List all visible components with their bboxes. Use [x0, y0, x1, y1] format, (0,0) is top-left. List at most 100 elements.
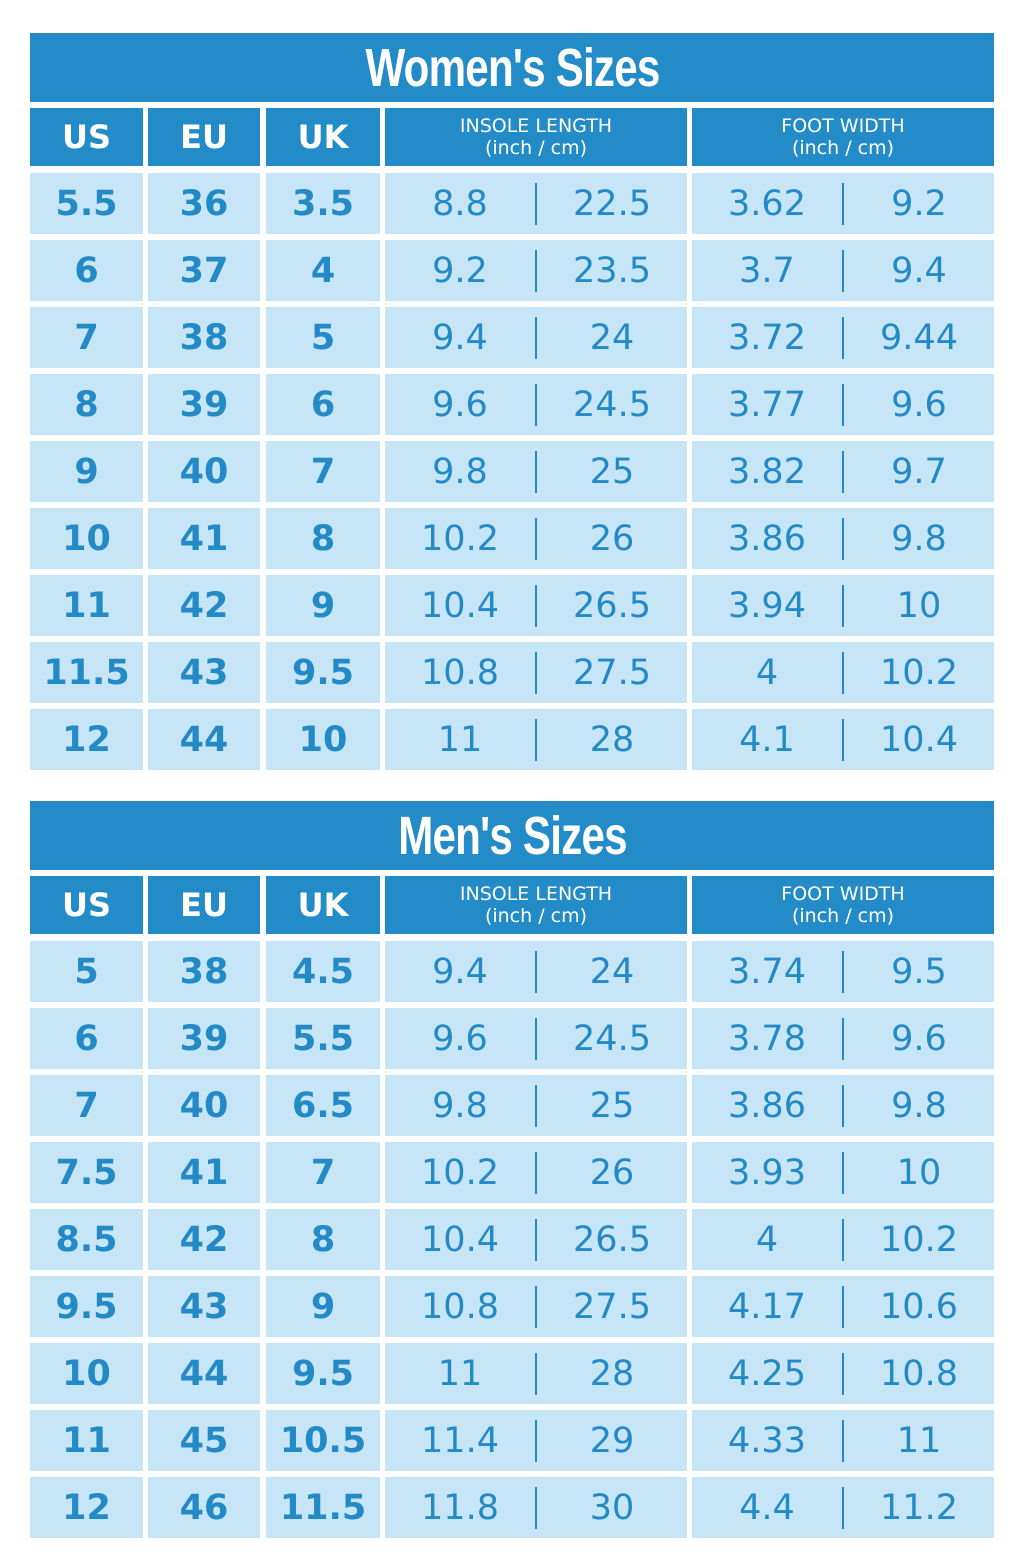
cm-value: 24 [589, 951, 635, 992]
insole-length-cell: 10.4 26.5 [385, 575, 687, 636]
inch-value: 9.4 [432, 951, 488, 992]
value-pair: 9.4 24 [385, 941, 687, 1002]
divider [535, 1486, 537, 1529]
cm-value: 29 [589, 1420, 635, 1461]
inch-value: 9.6 [432, 384, 488, 425]
divider [842, 182, 844, 225]
table-cell: 12 [30, 709, 143, 770]
table-title: Men's Sizes [397, 805, 627, 866]
divider [842, 1151, 844, 1194]
cm-value: 9.2 [891, 183, 947, 224]
table-cell: 9.5 [266, 642, 380, 703]
cm-value: 24 [589, 317, 635, 358]
table-cell: 8 [266, 1209, 380, 1270]
cm-value: 23.5 [573, 250, 651, 291]
table-cell: 39 [148, 1008, 260, 1069]
table-cell: 43 [148, 1276, 260, 1337]
inch-value: 4 [755, 652, 779, 693]
inch-value: 11 [437, 1353, 483, 1394]
value-pair: 11 28 [385, 709, 687, 770]
header-unit: (inch / cm) [484, 137, 588, 159]
foot-width-cell: 4 10.2 [692, 1209, 994, 1270]
insole-length-cell: 11.8 30 [385, 1477, 687, 1538]
divider [842, 517, 844, 560]
table-cell: 3.5 [266, 173, 380, 234]
header-uk: UK [266, 108, 380, 166]
foot-width-cell: 3.82 9.7 [692, 441, 994, 502]
value-pair: 3.72 9.44 [692, 307, 994, 368]
table-cell: 7 [30, 307, 143, 368]
inch-value: 10.2 [421, 518, 499, 559]
value-pair: 9.8 25 [385, 441, 687, 502]
divider [842, 1419, 844, 1462]
cm-value: 24.5 [573, 384, 651, 425]
table-cell: 6.5 [266, 1075, 380, 1136]
table-cell: 11.5 [30, 642, 143, 703]
inch-value: 3.62 [728, 183, 806, 224]
table-cell: 6 [30, 1008, 143, 1069]
cm-value: 9.7 [891, 451, 947, 492]
inch-value: 8.8 [432, 183, 488, 224]
divider [535, 1218, 537, 1261]
divider [842, 950, 844, 993]
inch-value: 10.8 [421, 652, 499, 693]
inch-value: 4.25 [728, 1353, 806, 1394]
cm-value: 26 [589, 1152, 635, 1193]
header-us: US [30, 876, 143, 934]
inch-value: 9.2 [432, 250, 488, 291]
divider [535, 651, 537, 694]
divider [535, 1419, 537, 1462]
insole-length-cell: 10.2 26 [385, 508, 687, 569]
table-cell: 7 [30, 1075, 143, 1136]
value-pair: 10.4 26.5 [385, 575, 687, 636]
table-cell: 44 [148, 709, 260, 770]
divider [535, 1352, 537, 1395]
divider [535, 450, 537, 493]
foot-width-cell: 4.25 10.8 [692, 1343, 994, 1404]
cm-value: 10.2 [880, 1219, 958, 1260]
value-pair: 3.94 10 [692, 575, 994, 636]
value-pair: 3.78 9.6 [692, 1008, 994, 1069]
cm-value: 10 [896, 1152, 942, 1193]
inch-value: 3.74 [728, 951, 806, 992]
divider [535, 249, 537, 292]
foot-width-cell: 3.72 9.44 [692, 307, 994, 368]
cm-value: 24.5 [573, 1018, 651, 1059]
header-label: INSOLE LENGTH [459, 883, 613, 905]
value-pair: 9.2 23.5 [385, 240, 687, 301]
divider [842, 450, 844, 493]
table-cell: 9 [30, 441, 143, 502]
value-pair: 4.1 10.4 [692, 709, 994, 770]
inch-value: 11.8 [421, 1487, 499, 1528]
cm-value: 9.4 [891, 250, 947, 291]
value-pair: 11 28 [385, 1343, 687, 1404]
header-insole: INSOLE LENGTH (inch / cm) [385, 108, 687, 166]
header-label: FOOT WIDTH [781, 115, 905, 137]
table-cell: 45 [148, 1410, 260, 1471]
divider [535, 584, 537, 627]
header-eu: EU [148, 108, 260, 166]
inch-value: 3.86 [728, 518, 806, 559]
header-uk: UK [266, 876, 380, 934]
table-cell: 40 [148, 441, 260, 502]
table-cell: 10.5 [266, 1410, 380, 1471]
table-cell: 8 [266, 508, 380, 569]
divider [842, 1218, 844, 1261]
table-cell: 10 [30, 508, 143, 569]
value-pair: 9.8 25 [385, 1075, 687, 1136]
inch-value: 3.82 [728, 451, 806, 492]
value-pair: 4 10.2 [692, 1209, 994, 1270]
insole-length-cell: 11 28 [385, 709, 687, 770]
divider [842, 1285, 844, 1328]
value-pair: 4.17 10.6 [692, 1276, 994, 1337]
header-eu: EU [148, 876, 260, 934]
table-cell: 9.5 [266, 1343, 380, 1404]
table-cell: 4.5 [266, 941, 380, 1002]
inch-value: 9.4 [432, 317, 488, 358]
divider [842, 1084, 844, 1127]
inch-value: 3.7 [739, 250, 795, 291]
table-cell: 4 [266, 240, 380, 301]
cm-value: 25 [589, 1085, 635, 1126]
value-pair: 3.77 9.6 [692, 374, 994, 435]
